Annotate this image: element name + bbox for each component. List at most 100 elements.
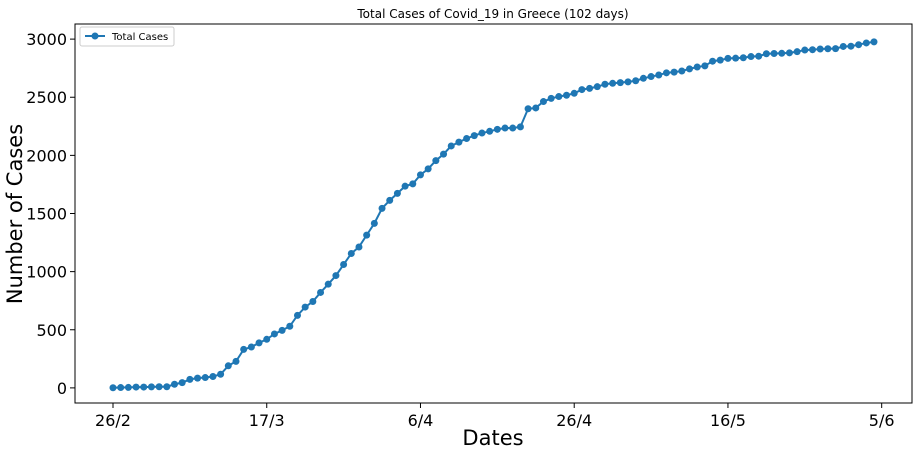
data-point <box>224 362 232 370</box>
data-point <box>247 343 255 351</box>
data-point <box>762 50 770 58</box>
data-point <box>855 41 863 49</box>
data-point <box>170 380 178 388</box>
data-point <box>347 249 355 257</box>
data-point <box>317 288 325 296</box>
data-point <box>278 326 286 334</box>
data-point <box>147 383 155 391</box>
data-point <box>785 49 793 57</box>
data-point <box>486 127 494 135</box>
chart-title: Total Cases of Covid_19 in Greece (102 d… <box>356 7 628 21</box>
data-point <box>693 63 701 71</box>
data-point <box>286 322 294 330</box>
data-point <box>793 48 801 56</box>
data-point <box>201 374 209 382</box>
data-point <box>686 65 694 73</box>
y-tick-label: 0 <box>57 379 67 398</box>
data-point <box>816 45 824 53</box>
data-point <box>832 45 840 53</box>
data-point <box>194 374 202 382</box>
x-tick-label: 17/3 <box>249 411 285 430</box>
x-tick-label: 5/6 <box>869 411 895 430</box>
legend-label: Total Cases <box>111 32 168 43</box>
series-line-total-cases <box>112 40 875 389</box>
data-point <box>240 345 248 353</box>
y-tick-label: 1500 <box>26 205 67 224</box>
data-point <box>493 125 501 133</box>
y-tick-label: 2000 <box>26 146 67 165</box>
legend-box <box>79 26 175 47</box>
data-point <box>563 91 571 99</box>
data-point <box>393 189 401 197</box>
data-point <box>539 98 547 106</box>
data-point <box>217 370 225 378</box>
data-point <box>809 46 817 54</box>
data-point <box>516 123 524 131</box>
data-point <box>293 311 301 319</box>
data-point <box>639 74 647 82</box>
data-point <box>424 165 432 173</box>
data-point <box>593 83 601 91</box>
data-point <box>839 42 847 50</box>
data-point <box>547 94 555 102</box>
data-point <box>862 39 870 47</box>
data-point <box>662 69 670 77</box>
legend-marker <box>91 32 99 40</box>
data-point <box>270 330 278 338</box>
x-tick-label: 16/5 <box>710 411 746 430</box>
data-point <box>586 84 594 92</box>
data-point <box>109 384 117 392</box>
data-point <box>870 38 878 46</box>
y-tick-label: 2500 <box>26 88 67 107</box>
data-point <box>724 54 732 62</box>
data-point <box>716 56 724 64</box>
data-point <box>778 49 786 57</box>
data-point <box>463 135 471 143</box>
data-point <box>478 129 486 137</box>
legend: Total Cases <box>79 26 175 47</box>
data-point <box>447 142 455 150</box>
data-point <box>340 261 348 269</box>
x-tick-label: 6/4 <box>408 411 434 430</box>
data-point <box>739 54 747 62</box>
data-point <box>432 157 440 165</box>
data-point <box>770 50 778 58</box>
data-point <box>255 339 263 347</box>
data-point <box>601 80 609 88</box>
data-point <box>363 231 371 239</box>
data-point <box>755 52 763 60</box>
data-point <box>655 71 663 79</box>
data-point <box>401 182 409 190</box>
data-point <box>709 57 717 65</box>
data-point <box>324 280 332 288</box>
data-point <box>132 383 140 391</box>
data-point <box>509 124 517 132</box>
data-point <box>701 62 709 70</box>
x-tick-label: 26/4 <box>556 411 592 430</box>
data-point <box>163 383 171 391</box>
data-point <box>416 171 424 179</box>
data-point <box>678 67 686 75</box>
y-axis: 0 500 1000 1500 2000 2500 3000 <box>26 30 75 398</box>
data-point <box>501 124 509 132</box>
data-point <box>409 180 417 188</box>
y-tick-label: 1000 <box>26 263 67 282</box>
data-point <box>332 272 340 280</box>
data-point <box>232 357 240 365</box>
data-point <box>355 243 363 251</box>
data-point <box>624 78 632 86</box>
data-point <box>124 383 132 391</box>
series-markers <box>109 38 878 392</box>
data-point <box>386 196 394 204</box>
data-point <box>670 68 678 76</box>
data-point <box>370 219 378 227</box>
data-point <box>186 375 194 383</box>
data-point <box>178 379 186 387</box>
y-tick-label: 3000 <box>26 30 67 49</box>
data-point <box>609 79 617 87</box>
data-point <box>632 77 640 85</box>
data-point <box>263 335 271 343</box>
data-point <box>532 104 540 112</box>
